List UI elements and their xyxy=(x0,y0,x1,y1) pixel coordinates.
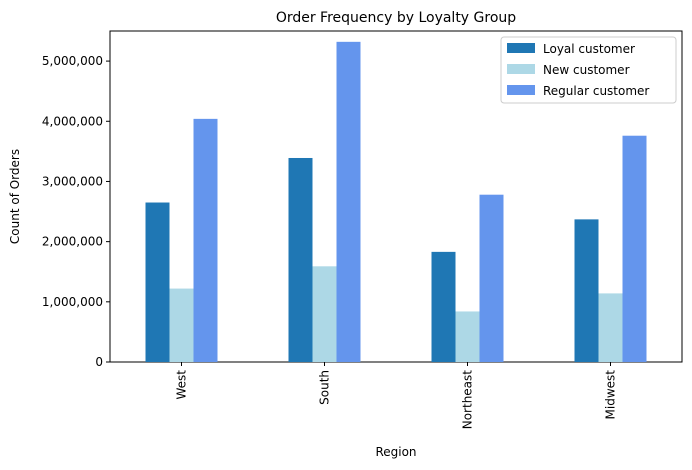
legend-frame xyxy=(500,36,677,104)
legend-label: Regular customer xyxy=(543,84,649,98)
y-tick-label: 3,000,000 xyxy=(42,174,103,188)
bar-south-loyal-customer xyxy=(288,157,313,362)
x-axis-title: Region xyxy=(375,445,416,459)
bar-west-new-customer xyxy=(169,288,194,362)
legend-swatch xyxy=(507,85,535,95)
x-tick-label: Northeast xyxy=(461,370,475,430)
bar-northeast-regular-customer xyxy=(479,194,504,362)
x-tick-label: South xyxy=(318,370,332,405)
y-tick-label: 5,000,000 xyxy=(42,54,103,68)
bar-west-regular-customer xyxy=(193,118,218,363)
y-tick-label: 2,000,000 xyxy=(42,235,103,249)
plot-area xyxy=(109,30,683,363)
bar-midwest-loyal-customer xyxy=(574,219,599,362)
bar-south-new-customer xyxy=(312,266,337,362)
x-tick-label: Midwest xyxy=(604,370,618,420)
legend-swatch xyxy=(507,64,535,74)
x-axis: West South Northeast Midwest xyxy=(175,362,618,429)
bar-northeast-new-customer xyxy=(455,311,480,362)
legend-label: Loyal customer xyxy=(543,42,635,56)
y-tick-label: 1,000,000 xyxy=(42,295,103,309)
y-axis: 0 1,000,000 2,000,000 3,000,000 4,000,000 5,0… xyxy=(42,54,110,369)
bar-midwest-new-customer xyxy=(598,293,623,362)
legend: Loyal customer New customer Regular custom… xyxy=(500,36,677,104)
chart-title: Order Frequency by Loyalty Group xyxy=(276,10,516,26)
y-tick-label: 4,000,000 xyxy=(42,114,103,128)
bars-layer xyxy=(145,41,647,363)
legend-label: New customer xyxy=(543,63,630,77)
bar-west-loyal-customer xyxy=(145,202,170,362)
y-axis-title: Count of Orders xyxy=(8,149,22,244)
x-tick-label: West xyxy=(175,370,189,400)
bar-south-regular-customer xyxy=(336,41,361,362)
bar-northeast-loyal-customer xyxy=(431,251,456,362)
bar-midwest-regular-customer xyxy=(622,135,647,362)
legend-swatch xyxy=(507,43,535,53)
y-tick-label: 0 xyxy=(95,355,103,369)
